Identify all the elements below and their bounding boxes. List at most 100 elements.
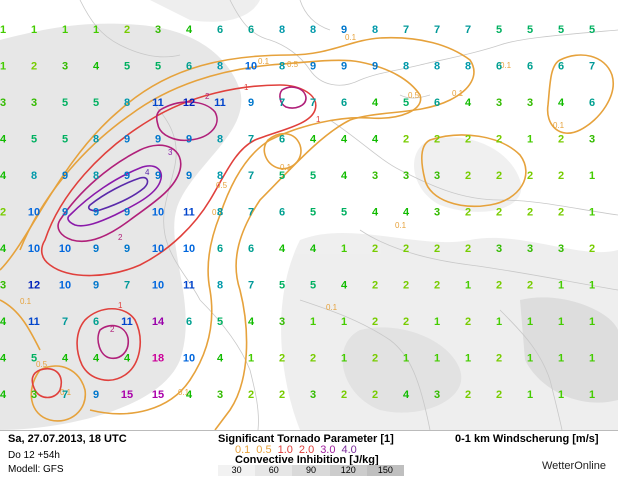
shear-title: 0-1 km Windscherung [m/s] bbox=[455, 433, 599, 445]
shear-value: 8 bbox=[217, 61, 223, 73]
shear-value: 8 bbox=[217, 170, 223, 182]
shear-value: 11 bbox=[152, 97, 164, 109]
shear-value: 11 bbox=[121, 316, 133, 328]
shear-value: 1 bbox=[558, 316, 564, 328]
svg-text:0.5: 0.5 bbox=[36, 360, 48, 369]
stp-level: 3.0 bbox=[320, 444, 336, 456]
shear-value: 2 bbox=[527, 207, 533, 219]
shear-value: 5 bbox=[496, 24, 502, 36]
shear-value: 7 bbox=[465, 24, 471, 36]
shear-value: 4 bbox=[403, 389, 410, 401]
shear-value: 5 bbox=[310, 207, 316, 219]
shear-value: 5 bbox=[62, 97, 68, 109]
shear-value: 2 bbox=[496, 134, 502, 146]
shear-value: 8 bbox=[93, 134, 99, 146]
shear-value: 6 bbox=[186, 316, 192, 328]
shear-value: 1 bbox=[310, 316, 316, 328]
svg-text:0.1: 0.1 bbox=[500, 61, 512, 70]
shear-value: 3 bbox=[310, 389, 316, 401]
shear-value: 6 bbox=[248, 24, 254, 36]
shear-value: 1 bbox=[589, 316, 595, 328]
shear-value: 4 bbox=[93, 353, 100, 365]
shear-value: 4 bbox=[279, 243, 286, 255]
shear-value: 1 bbox=[62, 24, 68, 36]
shear-value: 3 bbox=[403, 170, 409, 182]
shear-value: 6 bbox=[589, 97, 595, 109]
svg-text:0.1: 0.1 bbox=[280, 163, 292, 172]
shear-value: 9 bbox=[124, 207, 130, 219]
shear-value: 3 bbox=[372, 170, 378, 182]
shear-value: 4 bbox=[341, 280, 348, 292]
shear-value: 5 bbox=[93, 97, 99, 109]
shear-value: 2 bbox=[558, 207, 564, 219]
shear-value: 4 bbox=[0, 170, 7, 182]
shear-value: 3 bbox=[155, 24, 161, 36]
shear-value: 3 bbox=[62, 61, 68, 73]
svg-text:0.1: 0.1 bbox=[258, 57, 270, 66]
svg-text:0.5: 0.5 bbox=[287, 60, 299, 69]
shear-value: 5 bbox=[31, 353, 37, 365]
shear-value: 6 bbox=[279, 207, 285, 219]
shear-value: 6 bbox=[93, 316, 99, 328]
shear-value: 2 bbox=[372, 316, 378, 328]
cin-title: Convective Inhibition [J/kg] bbox=[235, 454, 379, 466]
shear-value: 8 bbox=[279, 24, 285, 36]
shear-value: 10 bbox=[183, 243, 195, 255]
shear-value: 9 bbox=[62, 207, 68, 219]
brand-logo: WetterOnline bbox=[542, 460, 606, 472]
shear-value: 1 bbox=[31, 24, 37, 36]
shear-value: 2 bbox=[589, 243, 595, 255]
shear-value: 9 bbox=[341, 61, 347, 73]
coastlines bbox=[79, 0, 618, 430]
svg-text:0.1: 0.1 bbox=[326, 303, 338, 312]
shear-value: 8 bbox=[403, 61, 409, 73]
shear-value: 11 bbox=[28, 316, 40, 328]
shear-value: 2 bbox=[496, 170, 502, 182]
shear-value: 3 bbox=[527, 243, 533, 255]
shear-value: 2 bbox=[372, 353, 378, 365]
shear-value: 4 bbox=[310, 243, 317, 255]
shear-value: 8 bbox=[124, 97, 130, 109]
stp-level: 1.0 bbox=[277, 444, 293, 456]
shear-value: 10 bbox=[152, 280, 164, 292]
shear-value: 1 bbox=[558, 389, 564, 401]
shear-value: 3 bbox=[0, 280, 6, 292]
shear-value: 3 bbox=[0, 97, 6, 109]
svg-text:2: 2 bbox=[110, 325, 115, 334]
shear-value: 8 bbox=[465, 61, 471, 73]
shear-value: 11 bbox=[214, 97, 226, 109]
shear-value: 10 bbox=[152, 243, 164, 255]
shear-value: 4 bbox=[372, 207, 379, 219]
shear-value: 2 bbox=[341, 389, 347, 401]
shear-value: 2 bbox=[465, 243, 471, 255]
shear-value: 2 bbox=[248, 389, 254, 401]
contour-labels: 0.1 0.5 0.1 0.5 0.1 0.1 0.1 0.5 0.1 0.1 … bbox=[20, 33, 565, 397]
shear-value: 6 bbox=[279, 134, 285, 146]
shear-value: 6 bbox=[527, 61, 533, 73]
shear-value: 1 bbox=[341, 316, 347, 328]
shear-value: 1 bbox=[0, 24, 6, 36]
svg-text:0.1: 0.1 bbox=[212, 208, 224, 217]
shear-value: 9 bbox=[124, 243, 130, 255]
shear-value: 3 bbox=[217, 389, 223, 401]
shear-value: 2 bbox=[465, 389, 471, 401]
shear-value: 2 bbox=[527, 280, 533, 292]
shear-value: 1 bbox=[465, 353, 471, 365]
shear-value: 4 bbox=[403, 207, 410, 219]
shear-value: 2 bbox=[465, 170, 471, 182]
shear-value: 5 bbox=[589, 24, 595, 36]
shear-value: 9 bbox=[310, 61, 316, 73]
svg-text:0.5: 0.5 bbox=[216, 181, 228, 190]
stp-legend: 0.1 0.5 1.0 2.0 3.0 4.0 bbox=[232, 444, 360, 456]
shear-value: 4 bbox=[93, 61, 100, 73]
wind-shear-values: 1 1 1 1 2 3 4 6 6 8 8 9 8 7 7 7 5 5 5 51 2 3 4 5 5 6 8 10 8 9 9 9 8 8 8 6 6 6… bbox=[0, 24, 595, 401]
shear-value: 3 bbox=[434, 170, 440, 182]
shear-value: 6 bbox=[434, 97, 440, 109]
model-label: Modell: GFS bbox=[8, 464, 64, 475]
svg-text:1: 1 bbox=[244, 83, 249, 92]
shear-value: 5 bbox=[279, 280, 285, 292]
shear-value: 10 bbox=[152, 207, 164, 219]
shear-value: 8 bbox=[217, 280, 223, 292]
stp-contour-4_0 bbox=[87, 176, 149, 212]
shear-value: 7 bbox=[279, 97, 285, 109]
